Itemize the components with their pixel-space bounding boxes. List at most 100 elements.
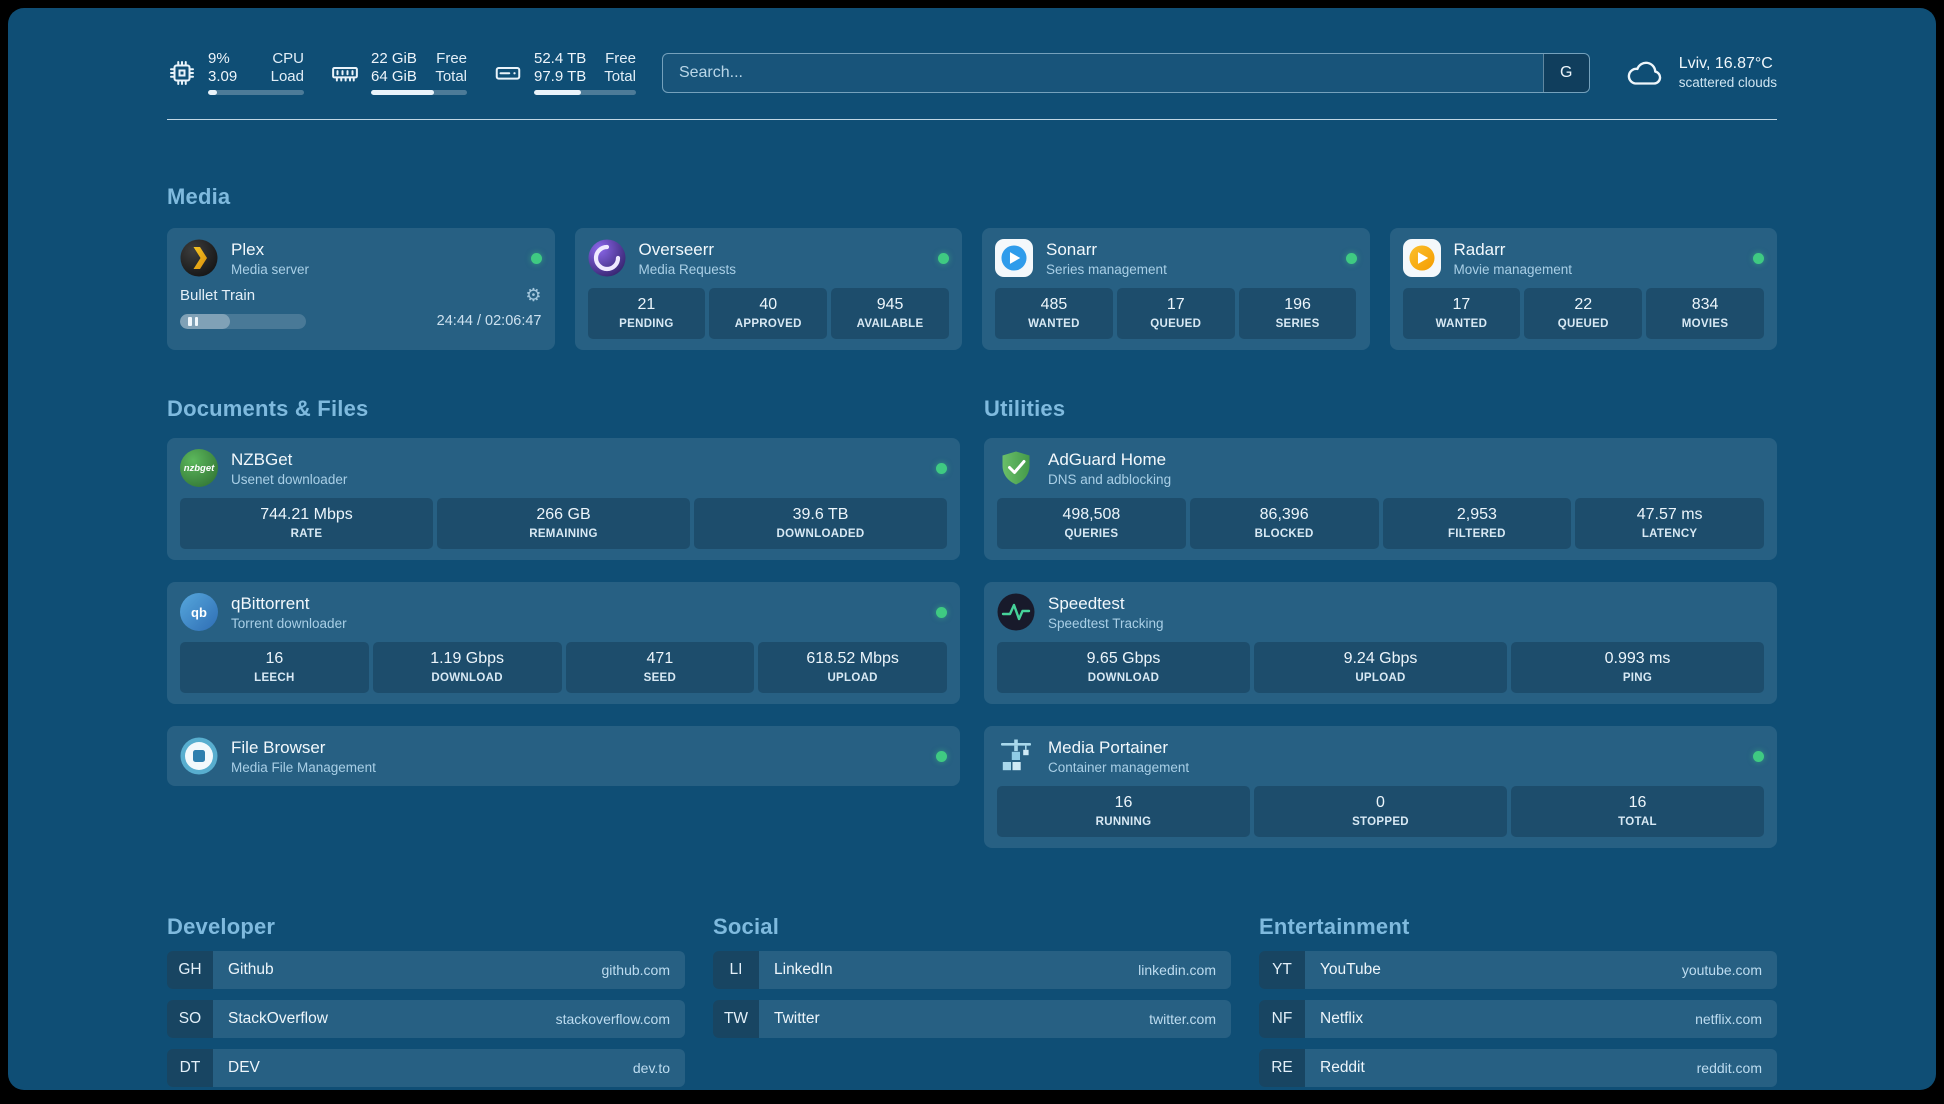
stat-wanted: 17 WANTED — [1402, 288, 1521, 339]
stat-value: 17 — [1452, 296, 1471, 313]
stat-value: 21 — [637, 296, 656, 313]
stat-remaining: 266 GB REMAINING — [437, 498, 690, 549]
service-name: Radarr — [1453, 239, 1506, 259]
bookmark-youtube[interactable]: YT YouTube youtube.com — [1259, 951, 1777, 989]
service-card-adguard[interactable]: AdGuard Home DNS and adblocking 498,508 … — [984, 438, 1777, 560]
service-subtitle: DNS and adblocking — [1048, 471, 1172, 487]
sonarr-icon — [995, 239, 1033, 277]
service-subtitle: Container management — [1048, 759, 1190, 775]
bookmark-url: stackoverflow.com — [555, 1011, 670, 1027]
stat-value: 471 — [646, 650, 674, 667]
service-titles: Sonarr Series management — [1046, 240, 1167, 277]
header-divider — [167, 119, 1777, 120]
bookmark-url: linkedin.com — [1138, 962, 1216, 978]
stat-value: 9.65 Gbps — [1086, 650, 1161, 667]
bookmark-github[interactable]: GH Github github.com — [167, 951, 685, 989]
stat-value: 0.993 ms — [1604, 650, 1671, 667]
bookmark-linkedin[interactable]: LI LinkedIn linkedin.com — [713, 951, 1231, 989]
status-dot — [938, 252, 949, 264]
bookmark-twitter[interactable]: TW Twitter twitter.com — [713, 1000, 1231, 1038]
adguard-icon — [997, 449, 1035, 487]
stat-label: MOVIES — [1681, 318, 1729, 330]
service-header: Plex Media server — [180, 239, 542, 277]
stat-label: AVAILABLE — [856, 318, 924, 330]
bookmark-name: Netflix — [1320, 1010, 1364, 1027]
stat-pending: 21 PENDING — [587, 288, 706, 339]
stat-label: SERIES — [1275, 318, 1320, 330]
service-subtitle: Media Requests — [638, 261, 737, 277]
stat-stopped: 0 STOPPED — [1254, 786, 1507, 837]
stat-label: PING — [1622, 672, 1653, 684]
service-subtitle: Movie management — [1453, 261, 1573, 277]
stat-label: RATE — [290, 528, 323, 540]
service-card-qbittorrent[interactable]: qb qBittorrent Torrent downloader 16 LEE… — [167, 582, 960, 704]
bookmark-url: github.com — [601, 962, 670, 978]
stat-value: 485 — [1040, 296, 1068, 313]
bookmark-reddit[interactable]: RE Reddit reddit.com — [1259, 1049, 1777, 1087]
service-stats: 16 RUNNING 0 STOPPED 16 TOTAL — [997, 786, 1764, 837]
stat-label: REMAINING — [529, 528, 598, 540]
service-card-filebrowser[interactable]: File Browser Media File Management — [167, 726, 960, 786]
search-input[interactable] — [662, 53, 1543, 92]
disk-total-value: 97.9 TB — [534, 68, 587, 85]
memory-widget: 22 GiB Free 64 GiB Total — [330, 50, 467, 95]
bookmark-stackoverflow[interactable]: SO StackOverflow stackoverflow.com — [167, 1000, 685, 1038]
service-card-sonarr[interactable]: Sonarr Series management 485 WANTED 17 Q… — [982, 228, 1370, 350]
bookmark-abbr: YT — [1259, 951, 1305, 989]
service-card-nzbget[interactable]: nzbget NZBGet Usenet downloader 744.21 M… — [167, 438, 960, 560]
bookmark-name: LinkedIn — [774, 961, 833, 978]
stat-label: SEED — [643, 672, 677, 684]
status-dot — [936, 462, 947, 474]
weather-condition: scattered clouds — [1678, 75, 1777, 90]
bookmark-group-social: Social LI LinkedIn linkedin.com TW Twitt… — [713, 914, 1231, 1038]
bookmark-abbr: LI — [713, 951, 759, 989]
service-stats: 744.21 Mbps RATE 266 GB REMAINING 39.6 T… — [180, 498, 947, 549]
section-documents: Documents & Files nzbget NZBGet Usenet d… — [167, 396, 960, 786]
weather-location-temp: Lviv, 16.87°C — [1678, 55, 1773, 72]
bookmark-netflix[interactable]: NF Netflix netflix.com — [1259, 1000, 1777, 1038]
service-card-plex[interactable]: Plex Media server Bullet Train ⚙ — [167, 228, 555, 350]
disk-free-label: Free — [605, 50, 636, 67]
pause-icon[interactable] — [188, 316, 198, 326]
playback-time: 24:44 / 02:06:47 — [436, 313, 542, 329]
service-stats: 485 WANTED 17 QUEUED 196 SERIES — [995, 288, 1357, 339]
bookmark-name: YouTube — [1320, 961, 1381, 978]
bookmark-name: Twitter — [774, 1010, 820, 1027]
service-subtitle: Series management — [1046, 261, 1167, 277]
memory-total-label: Total — [435, 68, 467, 85]
service-header: AdGuard Home DNS and adblocking — [997, 449, 1764, 487]
service-subtitle: Usenet downloader — [231, 471, 348, 487]
stat-label: QUEUED — [1150, 318, 1202, 330]
stat-value: 0 — [1376, 794, 1385, 811]
status-dot — [1753, 750, 1764, 762]
stat-label: PENDING — [619, 318, 674, 330]
bookmark-url: youtube.com — [1681, 962, 1762, 978]
bookmark-name: Reddit — [1320, 1059, 1365, 1076]
service-card-speedtest[interactable]: Speedtest Speedtest Tracking 9.65 Gbps D… — [984, 582, 1777, 704]
bookmark-abbr: TW — [713, 1000, 759, 1038]
memory-free-label: Free — [436, 50, 467, 67]
cpu-usage-bar — [208, 90, 304, 95]
section-media: Media — [167, 184, 1777, 350]
now-playing-title: Bullet Train — [180, 286, 256, 304]
playback-progress-bar[interactable] — [180, 313, 306, 329]
status-dot — [936, 750, 947, 762]
bookmark-dev[interactable]: DT DEV dev.to — [167, 1049, 685, 1087]
service-card-radarr[interactable]: Radarr Movie management 17 WANTED 22 QUE… — [1389, 228, 1777, 350]
service-stats: 9.65 Gbps DOWNLOAD 9.24 Gbps UPLOAD 0.99… — [997, 642, 1764, 693]
service-card-portainer[interactable]: Media Portainer Container management 16 … — [984, 726, 1777, 848]
service-header: Sonarr Series management — [995, 239, 1357, 277]
gear-icon[interactable]: ⚙ — [525, 285, 542, 305]
stat-wanted: 485 WANTED — [995, 288, 1113, 339]
service-subtitle: Media File Management — [231, 759, 376, 775]
service-titles: Plex Media server — [231, 240, 309, 277]
stat-downloaded: 39.6 TB DOWNLOADED — [694, 498, 947, 549]
search-provider-button[interactable]: G — [1542, 53, 1589, 92]
service-titles: File Browser Media File Management — [231, 738, 376, 775]
disk-usage-bar — [534, 90, 636, 95]
bookmark-group-title: Developer — [167, 914, 276, 939]
stat-value: 9.24 Gbps — [1343, 650, 1418, 667]
stat-label: QUEUED — [1557, 318, 1609, 330]
service-card-overseerr[interactable]: Overseerr Media Requests 21 PENDING 40 A… — [574, 228, 962, 350]
service-name: Plex — [231, 239, 265, 259]
